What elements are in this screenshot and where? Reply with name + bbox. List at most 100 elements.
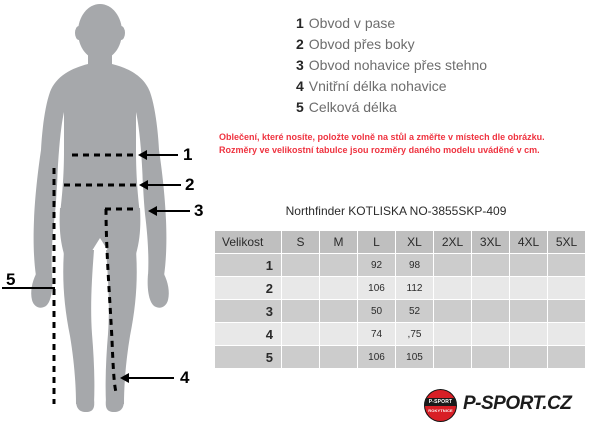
marker-1-line — [147, 154, 178, 156]
table-header-cell: 3XL — [472, 231, 509, 253]
logo-badge-bottom-text: ROKYTNICE — [428, 408, 453, 413]
human-silhouette-icon — [31, 4, 169, 412]
table-row: 1 92 98 — [215, 254, 585, 276]
marker-3-number: 3 — [194, 201, 204, 220]
table-cell — [472, 254, 509, 276]
marker-1-number: 1 — [183, 145, 193, 164]
table-cell — [472, 346, 509, 368]
legend-item-number: 1 — [296, 15, 304, 31]
marker-3-line — [157, 210, 190, 212]
table-cell — [548, 300, 585, 322]
table-cell — [548, 254, 585, 276]
marker-2-arrowhead — [139, 180, 148, 190]
table-cell: 106 — [358, 346, 395, 368]
table-cell: ,75 — [396, 323, 433, 345]
table-cell — [282, 346, 319, 368]
legend-item: 5 Celková délka — [296, 97, 596, 118]
table-header-cell: 2XL — [434, 231, 471, 253]
logo-wordmark: P-SPORT.CZ — [463, 393, 572, 414]
table-cell — [320, 346, 357, 368]
legend-item: 1 Obvod v pase — [296, 13, 596, 34]
table-cell: 106 — [358, 277, 395, 299]
table-cell — [320, 300, 357, 322]
logo-badge-icon: P-SPORT ROKYTNICE — [424, 389, 457, 422]
table-cell — [548, 277, 585, 299]
table-cell — [510, 346, 547, 368]
row-label: 1 — [215, 254, 281, 276]
table-row: 3 50 52 — [215, 300, 585, 322]
table-cell: 112 — [396, 277, 433, 299]
legend-item-number: 3 — [296, 57, 304, 73]
inseam-dashed-line — [104, 208, 118, 393]
table-row: 2 106 112 — [215, 277, 585, 299]
table-cell — [434, 254, 471, 276]
legend-item-label: Celková délka — [308, 99, 397, 115]
brand-logo: P-SPORT ROKYTNICE P-SPORT.CZ — [424, 389, 594, 422]
row-label: 5 — [215, 346, 281, 368]
measuring-instructions-note: Oblečení, které nosíte, položte volně na… — [219, 131, 594, 157]
legend-item-label: Obvod přes boky — [308, 36, 415, 52]
table-cell: 52 — [396, 300, 433, 322]
table-cell — [320, 323, 357, 345]
table-cell — [510, 254, 547, 276]
legend-item: 4 Vnitřní délka nohavice — [296, 76, 596, 97]
logo-badge-top-text: P-SPORT — [428, 399, 453, 405]
table-cell — [472, 323, 509, 345]
table-header-cell: L — [358, 231, 395, 253]
table-cell — [472, 277, 509, 299]
body-diagram: 1 2 3 4 5 — [0, 0, 215, 424]
legend-item-number: 5 — [296, 99, 304, 115]
legend-item-number: 2 — [296, 36, 304, 52]
table-cell — [510, 277, 547, 299]
measurement-legend: 1 Obvod v pase 2 Obvod přes boky 3 Obvod no… — [296, 13, 596, 118]
table-header-cell: XL — [396, 231, 433, 253]
table-cell — [510, 323, 547, 345]
marker-4-line — [129, 377, 174, 379]
row-label: 4 — [215, 323, 281, 345]
table-header-cell: Velikost — [215, 231, 281, 253]
table-cell — [548, 346, 585, 368]
marker-5-number: 5 — [6, 270, 16, 289]
table-cell — [282, 300, 319, 322]
table-row: 4 74 ,75 — [215, 323, 585, 345]
table-cell: 98 — [396, 254, 433, 276]
table-cell — [510, 300, 547, 322]
table-header-cell: 5XL — [548, 231, 585, 253]
table-header-row: Velikost S M L XL 2XL 3XL 4XL 5XL — [215, 231, 585, 253]
table-cell — [320, 277, 357, 299]
table-cell — [320, 254, 357, 276]
marker-4-arrowhead — [120, 373, 129, 383]
table-cell: 105 — [396, 346, 433, 368]
table-cell — [434, 346, 471, 368]
legend-item-label: Obvod v pase — [308, 15, 396, 31]
table-cell — [282, 277, 319, 299]
table-cell: 50 — [358, 300, 395, 322]
table-header-cell: 4XL — [510, 231, 547, 253]
table-header-cell: M — [320, 231, 357, 253]
table-cell — [282, 254, 319, 276]
product-title: Northfinder KOTLISKA NO-3855SKP-409 — [285, 204, 507, 218]
table-cell — [434, 300, 471, 322]
legend-item: 2 Obvod přes boky — [296, 34, 596, 55]
table-cell — [548, 323, 585, 345]
legend-item-label: Vnitřní délka nohavice — [308, 78, 447, 94]
marker-4-number: 4 — [180, 368, 190, 387]
table-cell — [282, 323, 319, 345]
marker-3-arrowhead — [148, 206, 157, 216]
marker-5-line — [2, 287, 55, 289]
marker-2-number: 2 — [185, 175, 195, 194]
table-cell — [434, 323, 471, 345]
table-header-cell: S — [282, 231, 319, 253]
legend-item-number: 4 — [296, 78, 304, 94]
table-cell: 92 — [358, 254, 395, 276]
table-cell — [472, 300, 509, 322]
row-label: 2 — [215, 277, 281, 299]
legend-item-label: Obvod nohavice přes stehno — [308, 57, 488, 73]
table-cell: 74 — [358, 323, 395, 345]
marker-2-line — [148, 184, 181, 186]
row-label: 3 — [215, 300, 281, 322]
size-table: Velikost S M L XL 2XL 3XL 4XL 5XL 1 92 9… — [214, 230, 586, 369]
legend-item: 3 Obvod nohavice přes stehno — [296, 55, 596, 76]
note-line-1: Oblečení, které nosíte, položte volně na… — [219, 132, 545, 142]
marker-1-arrowhead — [138, 150, 147, 160]
